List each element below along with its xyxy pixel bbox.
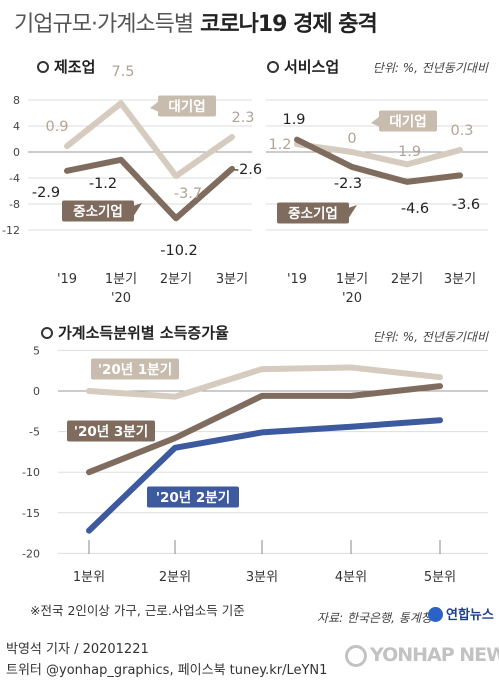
panel3-xtick: 3분위 [246, 570, 278, 585]
panel2-title: 서비스업 [284, 58, 339, 76]
panel1-title: 제조업 [54, 58, 95, 76]
panel2-label-large: 0 [347, 131, 356, 147]
panel1-label-small: -2.9 [32, 185, 60, 201]
panel1-ytick: 8 [13, 94, 20, 107]
panel2-xtick: '19 [287, 272, 307, 287]
panel1-legend-large: 대기업 [150, 95, 216, 117]
page-title: 기업규모·가계소득별 코로나19 경제 충격 [14, 6, 378, 38]
watermark-text: YONHAP NEWS [370, 644, 499, 666]
panel3-series-q3-line [86, 383, 443, 476]
panel3-ytick: 0 [33, 385, 40, 398]
panel1-xtick: 1분기 [105, 272, 137, 287]
panel2-unit: 단위: %, 전년동기대비 [373, 61, 489, 75]
panel2-legend-large: 대기업 [371, 110, 437, 132]
panel1-ytick: 0 [13, 146, 20, 159]
panel3-ytick: -5 [29, 426, 40, 439]
panel3-legend-q2-text: '20년 2분기 [156, 490, 230, 506]
panel3-legend-q2-box [147, 486, 239, 508]
panel2-label-small: 1.9 [282, 112, 305, 128]
panel1-legend-small-box [62, 200, 134, 222]
panel3-series-q2-line [86, 417, 443, 534]
yonhap-logo-icon [428, 607, 443, 622]
panel1-legend-small-text: 중소기업 [73, 204, 123, 220]
panel1-xtick: '20 [111, 291, 131, 306]
panel2-xtick: '20 [342, 291, 362, 306]
panel1-series-large-line [64, 100, 235, 180]
panel3-legend-q1: '20년 1분기 [91, 358, 179, 380]
panel2-label-small: -3.6 [452, 197, 480, 213]
panel2-legend-large-pointer [371, 116, 380, 127]
panel1-label-large: -3.7 [174, 186, 202, 202]
panel1-xtick: '19 [57, 272, 77, 287]
panel3-legend-q3-text: '20년 3분기 [74, 424, 148, 440]
panel2-series-large-line [294, 141, 463, 168]
panel1-legend-large-text: 대기업 [168, 99, 205, 115]
panel1-legend-small-pointer [133, 203, 142, 217]
panel1-xtick: 3분기 [216, 272, 248, 287]
panel1-label-small: -2.6 [234, 162, 262, 178]
footnote: ※전국 2인이상 가구, 근로.사업소득 기준 [30, 603, 245, 618]
panel2-legend-small-pointer [348, 205, 357, 219]
watermark-ring-icon [345, 645, 367, 667]
panel3-ytick: -20 [22, 547, 40, 560]
panel2-label-large: -1.9 [393, 144, 421, 160]
panel1-ytick: 4 [13, 120, 20, 133]
panel1-ytick: -8 [9, 198, 20, 211]
panel3-xtick: 1분위 [73, 570, 105, 585]
panel2-xtick: 2분기 [391, 272, 423, 287]
panel1-label-large: 0.9 [45, 119, 68, 135]
watermark: YONHAP NEWS [345, 644, 499, 667]
panel2-label-small: -2.3 [334, 176, 362, 192]
panel2-legend-small-box [277, 202, 349, 224]
panel2-legend-small: 중소기업 [277, 202, 357, 224]
social-text: 트위터 @yonhap_graphics, 페이스북 tuney.kr/LeYN… [6, 663, 328, 678]
panel3-title-icon [41, 327, 53, 339]
panel3-xtick: 2분위 [159, 570, 191, 585]
panel2-title-icon [267, 61, 279, 73]
panel3-ytick: -15 [22, 507, 40, 520]
panel3-unit: 단위: %, 전년동기대비 [373, 330, 489, 344]
panel2-legend-small-text: 중소기업 [288, 206, 338, 222]
panel1-legend-large-box [158, 95, 216, 117]
yonhap-logo: 연합뉴스 [428, 604, 494, 623]
panel3-series-q1-line [86, 364, 443, 400]
panel3-legend-q3: '20년 3분기 [67, 420, 155, 442]
panel2-label-large: 0.3 [450, 123, 473, 139]
panel1-xtick: 2분기 [160, 272, 192, 287]
panel3-title: 가계소득분위별 소득증가율 [58, 324, 229, 342]
panel1-title-icon [37, 61, 49, 73]
panel3-legend-q2: '20년 2분기 [147, 486, 239, 508]
title-light: 기업규모·가계소득별 [14, 12, 194, 37]
source-text: 자료: 한국은행, 통계청 [317, 611, 432, 625]
panel1-label-small: -10.2 [160, 243, 198, 259]
panel2-legend-large-text: 대기업 [389, 114, 426, 130]
panel3-legend-q1-text: '20년 1분기 [98, 362, 172, 378]
title-bold: 코로나19 경제 충격 [200, 12, 378, 37]
panel3-xtick: 4분위 [335, 570, 367, 585]
panel3-xtick: 5분위 [424, 570, 456, 585]
panel2-series-small-line [294, 136, 463, 185]
panel1-ytick: -4 [9, 172, 20, 185]
panel1-legend-small: 중소기업 [62, 200, 142, 222]
panel1-legend-large-pointer [150, 101, 159, 112]
panel1-label-large: 2.3 [231, 110, 254, 126]
charts-canvas: 제조업 8 4 0 -4 -8 -12 '19 1분기 '20 2분기 3분기 0.9 7.5 -3.7 2.… [2, 58, 489, 585]
panel1-series-small-line [64, 156, 235, 222]
panel3-ytick: -10 [22, 466, 40, 479]
panel2-legend-large-box [379, 110, 437, 132]
panel3-legend-q1-box [91, 358, 179, 380]
panel3-ytick: 5 [33, 344, 40, 357]
panel2-xtick: 3분기 [444, 272, 476, 287]
credit-text: 박영석 기자 / 20201221 [6, 642, 149, 657]
yonhap-logo-text: 연합뉴스 [446, 608, 494, 623]
panel3-legend-q3-box [67, 420, 155, 442]
panel1-label-large: 7.5 [111, 64, 134, 80]
panel2-label-large: 1.2 [268, 137, 291, 153]
panel2-xtick: 1분기 [336, 272, 368, 287]
panel1-label-small: -1.2 [89, 176, 117, 192]
panel1-ytick: -12 [2, 224, 20, 237]
panel2-label-small: -4.6 [401, 201, 429, 217]
